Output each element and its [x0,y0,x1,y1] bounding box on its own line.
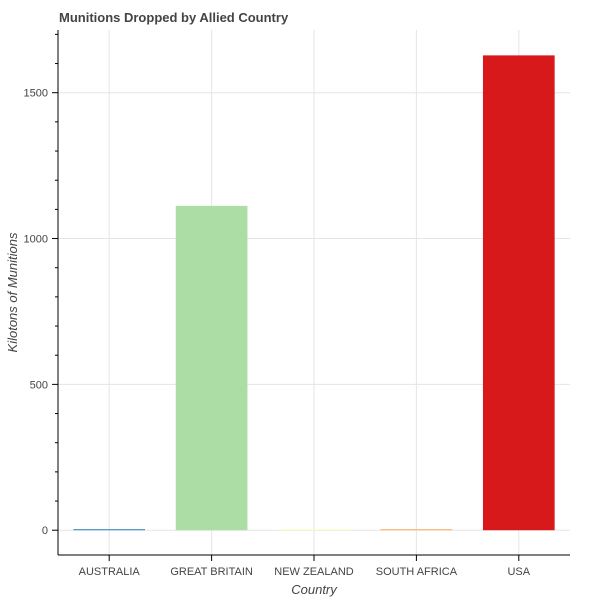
y-tick-label: 0 [42,525,48,537]
bar-usa [482,55,555,531]
y-tick-label: 1000 [24,234,48,246]
y-tick-label: 500 [30,379,48,391]
x-tick-label: AUSTRALIA [79,566,141,578]
bar-new-zealand [278,529,350,531]
bar-great-britain [175,205,248,531]
y-tick-label: 1500 [24,88,48,100]
x-tick-label: USA [507,566,530,578]
bar-australia [73,529,146,531]
x-axis-label: Country [291,582,338,597]
x-tick-label: SOUTH AFRICA [376,566,458,578]
x-tick-label: GREAT BRITAIN [170,566,253,578]
chart-title: Munitions Dropped by Allied Country [59,10,289,25]
x-tick-label: NEW ZEALAND [274,566,354,578]
x-ticks: AUSTRALIA GREAT BRITAIN NEW ZEALAND SOUTH A… [79,555,531,578]
bars-layer [73,55,555,531]
bar-south-africa [380,529,453,531]
y-ticks: 0 500 1000 1500 [24,33,58,537]
y-axis-label: Kilotons of Munitions [5,232,20,352]
